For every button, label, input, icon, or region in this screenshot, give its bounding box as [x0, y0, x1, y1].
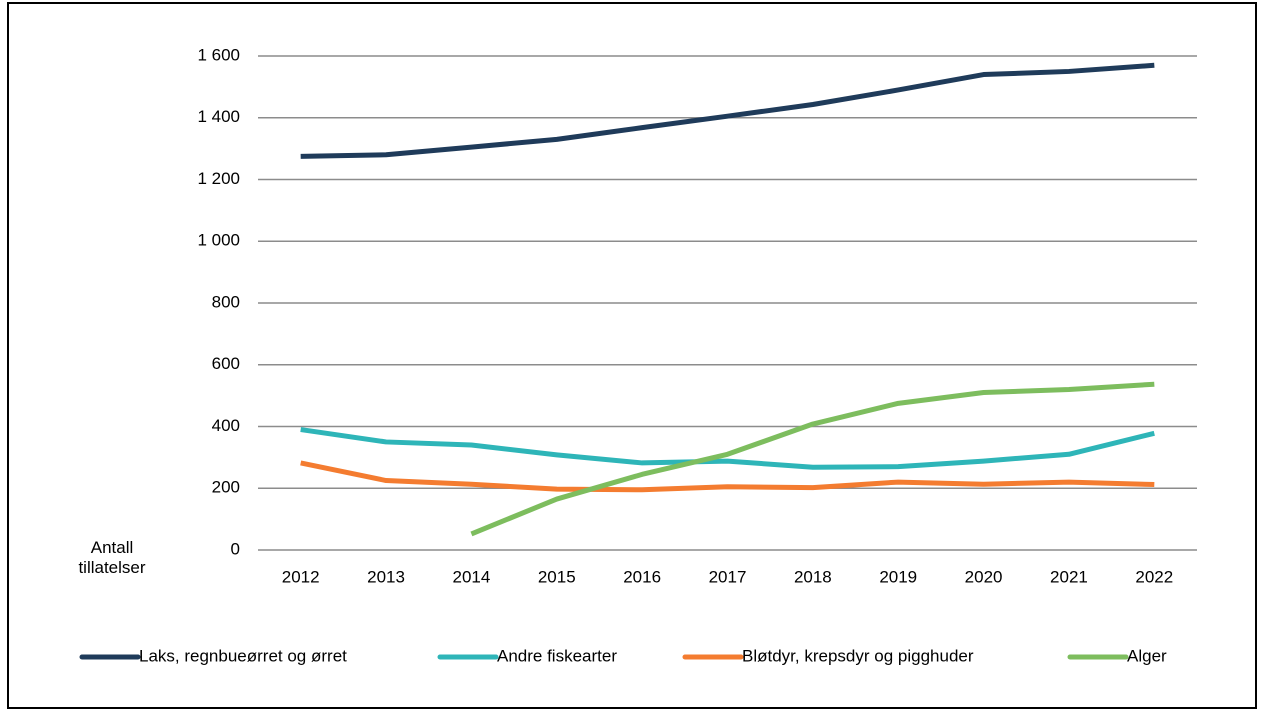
x-tick-label: 2021 [1050, 567, 1088, 586]
x-tick-label: 2017 [709, 567, 747, 586]
legend-label: Andre fiskearter [497, 646, 617, 665]
series-line [300, 460, 1155, 493]
x-tick-label: 2019 [879, 567, 917, 586]
legend-label: Laks, regnbueørret og ørret [139, 646, 347, 665]
x-tick-label: 2022 [1135, 567, 1173, 586]
x-tick-label: 2020 [965, 567, 1003, 586]
x-tick-label: 2014 [452, 567, 490, 586]
y-axis-label: Antall tillatelser [78, 538, 146, 577]
y-tick-label: 400 [212, 416, 240, 435]
legend-label: Bløtdyr, krepsdyr og pigghuder [742, 646, 974, 665]
y-tick-label: 1 400 [197, 107, 240, 126]
x-tick-label: 2012 [282, 567, 320, 586]
series-line [300, 62, 1155, 159]
series-line [300, 427, 1155, 470]
y-tick-label: 1 000 [197, 231, 240, 250]
x-tick-label: 2016 [623, 567, 661, 586]
y-tick-label: 600 [212, 354, 240, 373]
y-tick-label: 1 600 [197, 45, 240, 64]
chart-border [7, 2, 1257, 709]
x-tick-label: 2013 [367, 567, 405, 586]
y-tick-label: 0 [231, 539, 240, 558]
y-tick-label: 800 [212, 292, 240, 311]
x-tick-label: 2018 [794, 567, 832, 586]
y-tick-label: 200 [212, 478, 240, 497]
legend-label: Alger [1127, 646, 1167, 665]
series-line [470, 381, 1155, 537]
y-tick-label: 1 200 [197, 169, 240, 188]
x-tick-label: 2015 [538, 567, 576, 586]
